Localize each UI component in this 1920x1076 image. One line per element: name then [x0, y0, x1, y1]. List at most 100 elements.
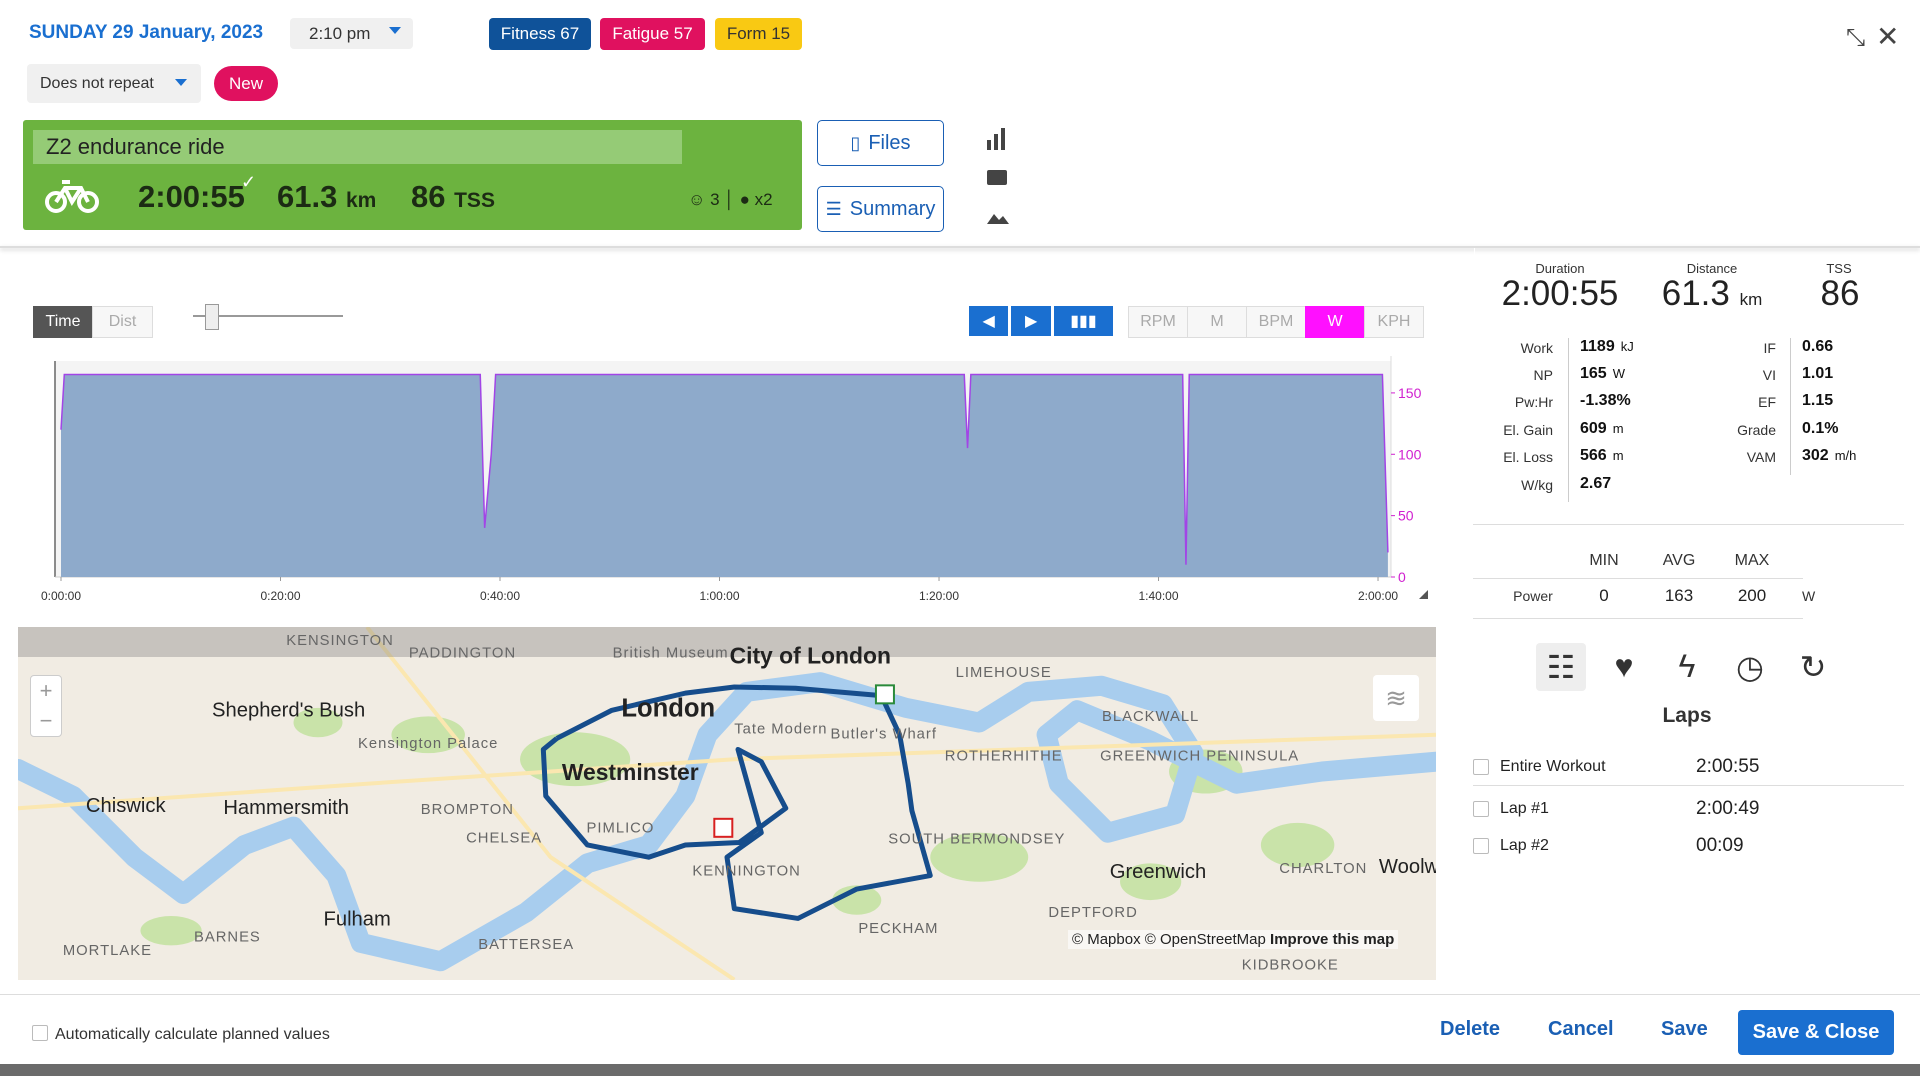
next-button[interactable]: ▶	[1011, 306, 1051, 336]
zoom-slider[interactable]	[193, 315, 343, 317]
lap-time: 2:00:55	[1696, 756, 1760, 777]
metric-icon[interactable]: ↻	[1799, 649, 1827, 685]
route-map[interactable]: KENSINGTON PADDINGTON British Museum City o…	[18, 627, 1436, 980]
tss: 86	[411, 179, 446, 214]
stat-number: 1189	[1580, 338, 1615, 355]
x-tick-label: 0:40:00	[480, 589, 520, 603]
layers-button[interactable]: ≋	[1373, 675, 1419, 721]
caret	[175, 79, 187, 92]
summary-tss: 86	[1820, 274, 1860, 313]
stat-label: IF	[1763, 340, 1776, 356]
minmax-header: MAX	[1734, 552, 1770, 569]
attribution: © Mapbox © OpenStreetMap Improve this ma…	[1068, 930, 1399, 949]
map-label: SOUTH BERMONDSEY	[888, 832, 1065, 848]
time-toggle[interactable]: Time	[33, 306, 93, 338]
stat-number: 1.01	[1802, 365, 1834, 382]
channel-button[interactable]: M	[1187, 306, 1247, 338]
metric-icon[interactable]: ϟ	[1678, 648, 1696, 684]
channel-button[interactable]: BPM	[1246, 306, 1306, 338]
stat-value: 0.1%	[1802, 420, 1838, 438]
stat-label: El. Loss	[1503, 449, 1553, 465]
map-label: DEPTFORD	[1048, 905, 1137, 921]
map-label: MORTLAKE	[63, 943, 152, 959]
lap-checkbox[interactable]	[1473, 838, 1489, 854]
auto-checkbox[interactable]	[32, 1025, 48, 1041]
repeat-dropdown[interactable]: Does not repeat	[27, 64, 201, 103]
save-close-button[interactable]: Save & Close	[1738, 1010, 1894, 1055]
check-icon: ✓	[241, 172, 257, 192]
park	[930, 832, 1029, 882]
x-tick-label: 2:00:00	[1358, 589, 1398, 603]
map-label: CHELSEA	[466, 830, 542, 846]
improve-link[interactable]: Improve this map	[1270, 931, 1395, 948]
stat-value: 1.01	[1802, 365, 1833, 383]
delete-button[interactable]: Delete	[1440, 1018, 1501, 1040]
separator	[1473, 785, 1904, 786]
files-button[interactable]: ▯ Files	[817, 120, 944, 166]
channel-button[interactable]: RPM	[1128, 306, 1188, 338]
metric-icon[interactable]: ◷	[1736, 649, 1764, 685]
stat-value: 165 W	[1580, 365, 1625, 383]
time-dropdown[interactable]: 2:10 pm	[290, 18, 413, 49]
icon-selected-bg	[1536, 643, 1586, 691]
park	[140, 915, 202, 946]
stats-divider	[1790, 338, 1791, 475]
distance-unit: km	[1739, 290, 1763, 309]
minmax-value: 163	[1664, 586, 1694, 605]
metric-icon[interactable]: ☷	[1546, 649, 1576, 685]
power-unit: W	[1802, 588, 1816, 604]
summary-button[interactable]: ☰ Summary	[817, 186, 944, 232]
stat-unit: m	[1612, 421, 1624, 436]
metric-icon[interactable]: ♥	[1614, 648, 1634, 684]
map-label: GREENWICH PENINSULA	[1100, 748, 1299, 764]
map-label: CHARLTON	[1279, 861, 1367, 877]
tss-unit: TSS	[454, 189, 495, 212]
stat-value: 1189 kJ	[1580, 338, 1634, 356]
stat-value: 302 m/h	[1802, 447, 1856, 465]
channel-button[interactable]: KPH	[1364, 306, 1424, 338]
collapse-icon[interactable]: ⤡	[1846, 24, 1866, 51]
close-icon[interactable]: ✕	[1876, 21, 1900, 52]
feel: 3	[710, 190, 720, 209]
stat-number: -1.38%	[1580, 392, 1631, 409]
distance-unit: km	[345, 189, 377, 212]
map-label: PECKHAM	[858, 921, 938, 937]
save-button[interactable]: Save	[1661, 1018, 1708, 1040]
attribution-text: © Mapbox © OpenStreetMap	[1072, 931, 1266, 948]
workout-card[interactable]: Z2 endurance ride 2:00:55 ✓ 61.3 km 86 T…	[23, 120, 802, 230]
map-label: Greenwich	[1110, 861, 1207, 883]
zoom-control[interactable]: + −	[30, 675, 62, 737]
map-label: Tate Modern	[734, 721, 827, 737]
map-label: KENSINGTON	[286, 633, 394, 649]
x-tick-label: 0:00:00	[41, 589, 81, 603]
map-label: Kensington Palace	[358, 736, 498, 752]
route	[540, 684, 933, 921]
x-tick-label: 0:20:00	[260, 589, 300, 603]
repeat: Does not repeat	[40, 74, 154, 92]
stat-label: EF	[1758, 394, 1776, 410]
stat-label: NP	[1533, 367, 1553, 383]
bars-button[interactable]: ▮▮▮	[1053, 306, 1113, 336]
stat-label: El. Gain	[1503, 422, 1553, 438]
stat-value: 2.67	[1580, 475, 1611, 493]
separator	[1473, 618, 1803, 619]
map-label: BATTERSEA	[478, 937, 574, 953]
map-label: Hammersmith	[223, 797, 349, 819]
stat-label: Pw:Hr	[1514, 394, 1553, 410]
stat-number: 1.15	[1802, 392, 1834, 409]
lap-checkbox[interactable]	[1473, 759, 1489, 775]
new-button[interactable]: New	[214, 66, 278, 101]
lap-checkbox[interactable]	[1473, 801, 1489, 817]
map-label: Fulham	[324, 909, 391, 931]
slider-handle[interactable]	[205, 304, 219, 330]
channel-button[interactable]: W	[1305, 306, 1365, 338]
dist-toggle[interactable]: Dist	[92, 306, 153, 338]
separator	[1473, 524, 1904, 525]
distance: 61.3	[277, 179, 338, 214]
stat-unit: kJ	[1620, 339, 1634, 354]
prev-button[interactable]: ◀	[969, 306, 1009, 336]
side-icons[interactable]	[984, 126, 1010, 230]
cancel-button[interactable]: Cancel	[1548, 1018, 1614, 1040]
time: 2:10 pm	[309, 23, 371, 43]
